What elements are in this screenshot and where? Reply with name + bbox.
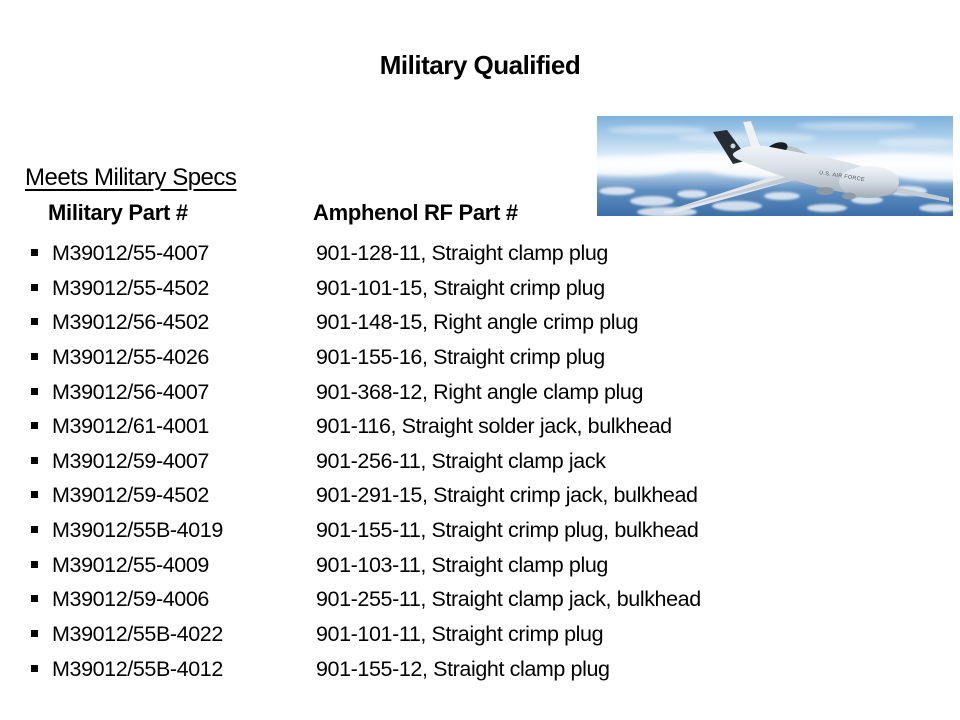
military-part-number: M39012/55-4007: [52, 241, 209, 265]
table-row: M39012/55-4009 901-103-11, Straight clam…: [0, 548, 960, 583]
section-heading: Meets Military Specs: [25, 164, 237, 191]
table-row: M39012/59-4006 901-255-11, Straight clam…: [0, 582, 960, 617]
drone-shape: U.S. AIR FORCE: [663, 120, 949, 214]
amphenol-part-description: 901-116, Straight solder jack, bulkhead: [316, 414, 672, 439]
table-row: M39012/55B-4019 901-155-11, Straight cri…: [0, 513, 960, 548]
table-row: M39012/55-4026 901-155-16, Straight crim…: [0, 340, 960, 375]
amphenol-part-description: 901-291-15, Straight crimp jack, bulkhea…: [316, 483, 698, 508]
table-row: M39012/55-4007 901-128-11, Straight clam…: [0, 236, 960, 271]
military-part-number: M39012/59-4502: [52, 483, 209, 508]
military-part-number: M39012/59-4006: [52, 587, 209, 612]
table-row: M39012/55B-4012 901-155-12, Straight cla…: [0, 652, 960, 687]
bullet-square-icon: [31, 283, 38, 291]
bullet-square-icon: [31, 664, 38, 672]
bullet-square-icon: [31, 456, 38, 464]
military-part-number: M39012/55B-4012: [52, 656, 223, 681]
col-header-amphenol-part: Amphenol RF Part #: [313, 200, 518, 225]
uav-photo-illustration: U.S. AIR FORCE: [597, 116, 953, 216]
column-headers: Military Part # Amphenol RF Part #: [0, 200, 960, 235]
table-row: M39012/55B-4022 901-101-11, Straight cri…: [0, 617, 960, 652]
bullet-square-icon: [31, 630, 38, 638]
amphenol-part-description: 901-128-11, Straight clamp plug: [316, 241, 608, 265]
table-row: M39012/61-4001 901-116, Straight solder …: [0, 409, 960, 444]
table-row: M39012/56-4502 901-148-15, Right angle c…: [0, 305, 960, 340]
table-row: M39012/59-4502 901-291-15, Straight crim…: [0, 478, 960, 513]
amphenol-part-description: 901-255-11, Straight clamp jack, bulkhea…: [316, 587, 701, 612]
table-row: M39012/55-4502 901-101-15, Straight crim…: [0, 271, 960, 306]
table-row: M39012/56-4007 901-368-12, Right angle c…: [0, 375, 960, 410]
bullet-square-icon: [31, 491, 38, 499]
table-row: M39012/59-4007 901-256-11, Straight clam…: [0, 444, 960, 479]
amphenol-part-description: 901-101-15, Straight crimp plug: [316, 275, 605, 300]
military-part-number: M39012/61-4001: [52, 414, 209, 439]
uav-photo: U.S. AIR FORCE: [597, 116, 953, 216]
amphenol-part-description: 901-148-15, Right angle crimp plug: [316, 310, 639, 335]
amphenol-part-description: 901-368-12, Right angle clamp plug: [316, 379, 644, 404]
bullet-square-icon: [31, 422, 38, 430]
military-part-number: M39012/56-4502: [52, 310, 209, 335]
amphenol-part-description: 901-155-16, Straight crimp plug: [316, 344, 605, 369]
bullet-square-icon: [31, 526, 38, 534]
military-part-number: M39012/55-4009: [52, 552, 209, 577]
military-part-number: M39012/55B-4022: [52, 622, 223, 647]
slide-title: Military Qualified: [379, 50, 581, 80]
bullet-square-icon: [31, 318, 38, 326]
military-part-number: M39012/59-4007: [52, 448, 209, 473]
parts-list: M39012/55-4007 901-128-11, Straight clam…: [0, 236, 960, 686]
bullet-square-icon: [31, 560, 38, 568]
amphenol-part-description: 901-101-11, Straight crimp plug: [316, 622, 604, 647]
military-part-number: M39012/55-4502: [52, 275, 209, 300]
amphenol-part-description: 901-256-11, Straight clamp jack: [316, 448, 606, 473]
military-part-number: M39012/55-4026: [52, 344, 209, 369]
amphenol-part-description: 901-155-11, Straight crimp plug, bulkhea…: [316, 518, 699, 543]
military-part-number: M39012/56-4007: [52, 379, 209, 404]
bullet-square-icon: [31, 387, 38, 395]
col-header-military-part: Military Part #: [48, 200, 188, 225]
military-part-number: M39012/55B-4019: [52, 518, 223, 543]
bullet-square-icon: [31, 352, 38, 360]
bullet-square-icon: [31, 249, 38, 256]
amphenol-part-description: 901-103-11, Straight clamp plug: [316, 552, 608, 577]
bullet-square-icon: [31, 595, 38, 603]
amphenol-part-description: 901-155-12, Straight clamp plug: [316, 656, 610, 681]
